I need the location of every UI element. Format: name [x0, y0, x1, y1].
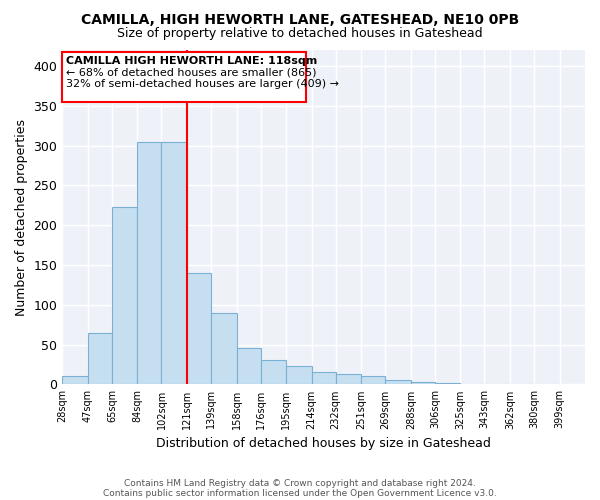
Bar [286, 366, 311, 384]
Bar [62, 376, 88, 384]
Bar [361, 376, 385, 384]
Bar [311, 372, 336, 384]
Text: CAMILLA HIGH HEWORTH LANE: 118sqm: CAMILLA HIGH HEWORTH LANE: 118sqm [67, 56, 317, 66]
Y-axis label: Number of detached properties: Number of detached properties [15, 118, 28, 316]
Bar [161, 142, 187, 384]
Bar [211, 313, 236, 384]
Bar [112, 207, 137, 384]
Bar [336, 374, 361, 384]
Bar [260, 360, 286, 384]
Bar [385, 380, 411, 384]
FancyBboxPatch shape [62, 52, 306, 102]
Text: Contains HM Land Registry data © Crown copyright and database right 2024.: Contains HM Land Registry data © Crown c… [124, 478, 476, 488]
Bar [236, 348, 260, 385]
Bar [137, 142, 161, 384]
Bar [187, 273, 211, 384]
Text: Size of property relative to detached houses in Gateshead: Size of property relative to detached ho… [117, 28, 483, 40]
Text: 32% of semi-detached houses are larger (409) →: 32% of semi-detached houses are larger (… [67, 80, 340, 90]
Bar [435, 383, 460, 384]
Text: CAMILLA, HIGH HEWORTH LANE, GATESHEAD, NE10 0PB: CAMILLA, HIGH HEWORTH LANE, GATESHEAD, N… [81, 12, 519, 26]
Text: Contains public sector information licensed under the Open Government Licence v3: Contains public sector information licen… [103, 488, 497, 498]
Bar [411, 382, 435, 384]
Text: ← 68% of detached houses are smaller (865): ← 68% of detached houses are smaller (86… [67, 68, 317, 78]
X-axis label: Distribution of detached houses by size in Gateshead: Distribution of detached houses by size … [156, 437, 491, 450]
Bar [88, 334, 112, 384]
